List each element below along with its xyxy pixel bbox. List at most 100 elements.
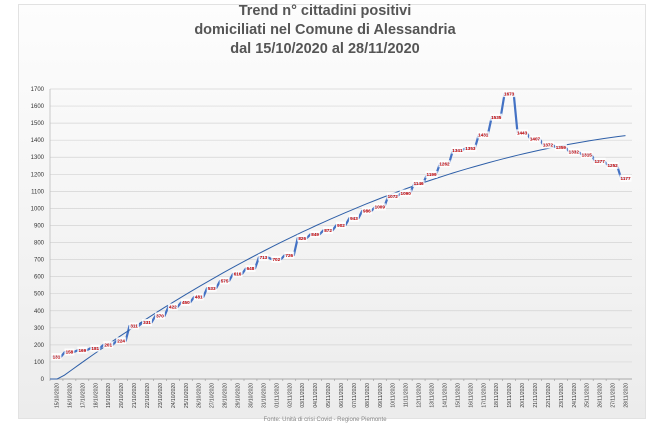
x-tick-label: 27/10/2020 (210, 383, 216, 408)
data-point (116, 337, 127, 345)
data-label: 1177 (621, 176, 631, 181)
data-label: 872 (324, 228, 332, 233)
data-point (64, 348, 75, 356)
data-labels: 131 158 169 181 201 224 311 331 370 422 450 481 533 5… (51, 90, 632, 361)
data-point (219, 277, 230, 285)
x-tick-label: 01/11/2020 (274, 383, 280, 408)
x-tick-label: 19/11/2020 (507, 383, 513, 408)
data-label: 575 (221, 279, 229, 284)
data-label: 702 (272, 257, 280, 262)
data-label: 311 (130, 324, 138, 329)
chart-title-line-1: Trend n° cittadini positivi (238, 3, 412, 19)
y-tick-label: 100 (34, 360, 45, 366)
data-label: 616 (234, 272, 242, 277)
gridlines (50, 88, 632, 380)
data-label: 1332 (569, 149, 580, 154)
x-tick-label: 02/11/2020 (287, 383, 293, 408)
data-label: 1359 (556, 145, 567, 150)
data-point (451, 146, 464, 154)
x-tick-label: 22/11/2020 (546, 383, 552, 408)
data-point (361, 207, 372, 215)
data-label: 331 (143, 320, 151, 325)
data-label: 450 (182, 300, 190, 305)
data-point (567, 148, 580, 156)
x-tick-label: 03/11/2020 (300, 383, 306, 408)
data-label: 169 (78, 348, 86, 353)
x-tick-label: 10/11/2020 (391, 383, 397, 408)
x-tick-label: 20/11/2020 (520, 383, 526, 408)
y-tick-label: 1500 (31, 121, 45, 127)
data-label: 1277 (595, 159, 606, 164)
data-label: 1072 (388, 194, 399, 199)
data-label: 201 (104, 342, 112, 347)
data-label: 1353 (465, 146, 476, 151)
data-label: 181 (91, 346, 99, 351)
x-tick-label: 26/10/2020 (197, 383, 203, 408)
data-point (77, 346, 88, 354)
y-tick-label: 1000 (31, 206, 45, 212)
data-point (90, 344, 101, 352)
data-point (438, 160, 451, 168)
data-label: 902 (337, 223, 345, 228)
x-tick-label: 24/10/2020 (171, 383, 177, 408)
x-tick-label: 05/11/2020 (326, 383, 332, 408)
trendline-path (50, 135, 626, 380)
x-tick-label: 04/11/2020 (313, 383, 319, 408)
data-point (477, 131, 490, 139)
data-point (619, 174, 632, 182)
data-label: 826 (298, 236, 306, 241)
y-tick-label: 900 (34, 223, 45, 229)
data-point (167, 303, 178, 311)
x-tick-label: 18/10/2020 (93, 383, 99, 408)
x-tick-label: 23/11/2020 (559, 383, 565, 408)
y-tick-label: 1600 (31, 104, 45, 110)
x-tick-label: 22/10/2020 (145, 383, 151, 408)
x-tick-label: 06/11/2020 (339, 383, 345, 408)
data-label: 1252 (607, 163, 618, 168)
source-footer: Fonte: Unità di crisi Covid - Regione Pi… (263, 417, 387, 423)
x-tick-label: 21/10/2020 (132, 383, 138, 408)
data-label: 1341 (452, 148, 463, 153)
data-point (103, 341, 114, 349)
x-tick-label: 25/10/2020 (184, 383, 190, 408)
data-point (258, 253, 269, 261)
x-tick-label: 13/11/2020 (430, 383, 436, 408)
y-tick-label: 0 (41, 377, 45, 383)
data-label: 131 (53, 354, 61, 359)
data-point (348, 214, 359, 222)
x-tick-label: 12/11/2020 (417, 383, 423, 408)
data-label: 1009 (375, 205, 386, 210)
x-tick-label: 15/11/2020 (455, 383, 461, 408)
x-tick-label: 17/11/2020 (481, 383, 487, 408)
data-label: 1431 (478, 133, 489, 138)
data-point (297, 234, 308, 242)
data-point (142, 319, 152, 327)
chart-title-line-3: dal 15/10/2020 al 28/11/2020 (230, 41, 420, 57)
x-tick-label: 23/10/2020 (158, 383, 164, 408)
data-label: 1443 (517, 131, 528, 136)
x-tick-label: 18/11/2020 (494, 383, 500, 408)
y-tick-label: 1100 (31, 189, 45, 195)
x-axis: 15/10/2020 16/10/2020 17/10/2020 18/10/2020… (49, 378, 632, 408)
x-tick-label: 30/10/2020 (248, 383, 254, 408)
data-point (373, 203, 386, 211)
x-tick-label: 28/11/2020 (624, 383, 630, 408)
data-label: 648 (247, 266, 255, 271)
y-tick-label: 300 (34, 326, 45, 332)
data-label: 726 (285, 253, 293, 258)
data-point (154, 312, 165, 320)
x-tick-label: 08/11/2020 (365, 383, 371, 408)
y-tick-label: 1700 (31, 87, 45, 93)
data-point (580, 151, 593, 159)
data-label: 422 (169, 305, 177, 310)
x-tick-label: 16/10/2020 (67, 383, 73, 408)
data-point (284, 251, 295, 259)
x-tick-label: 07/11/2020 (352, 383, 358, 408)
data-point (399, 189, 412, 197)
data-point (323, 226, 334, 234)
x-tick-label: 31/10/2020 (261, 383, 267, 408)
data-label: 370 (156, 314, 164, 319)
y-tick-label: 700 (34, 258, 45, 264)
chart-title-line-2: domiciliati nel Comune di Alessandria (194, 22, 456, 38)
